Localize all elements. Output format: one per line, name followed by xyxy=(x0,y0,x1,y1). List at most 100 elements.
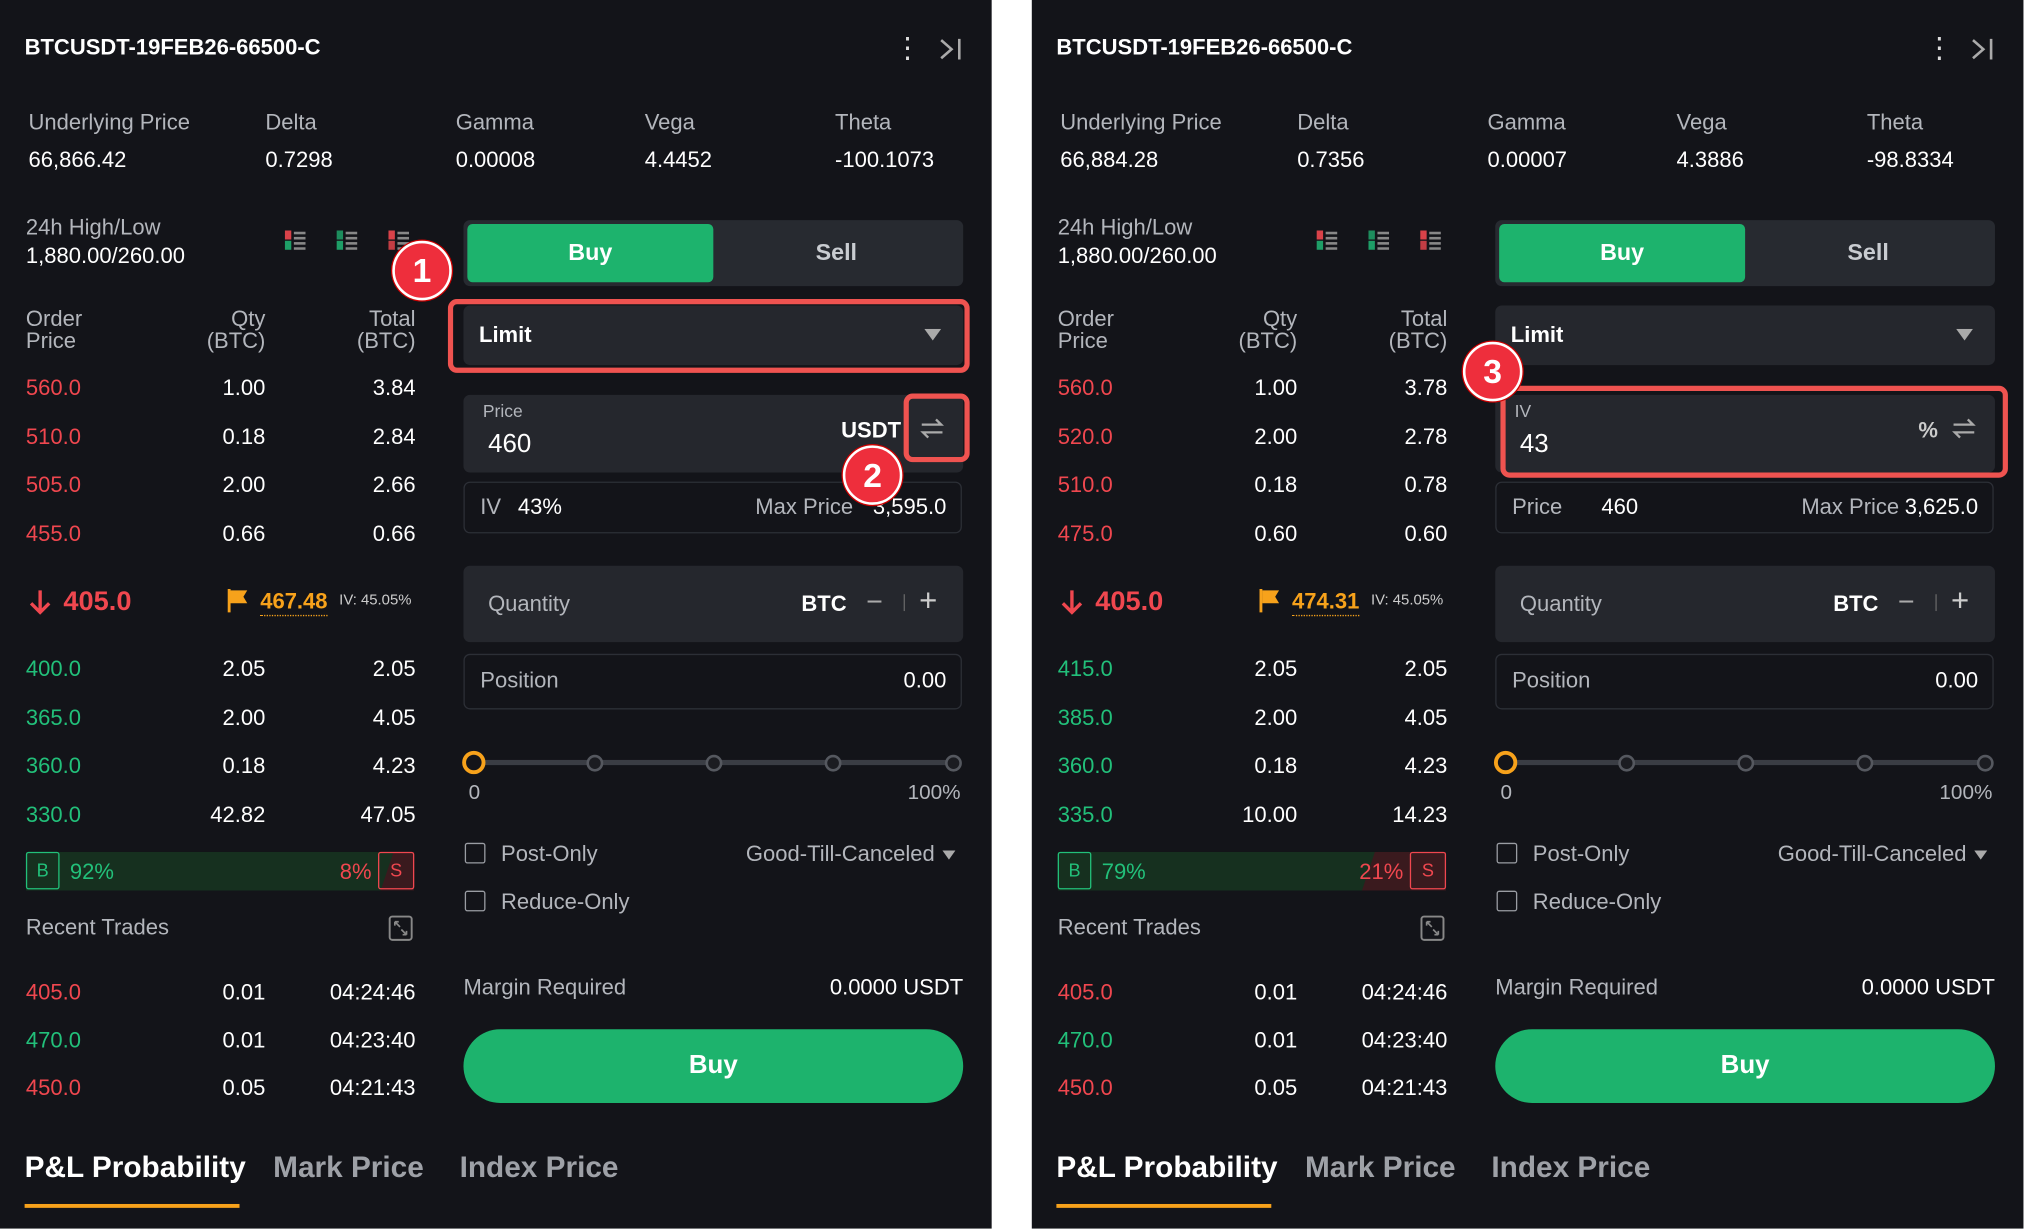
header-order-price: Order xyxy=(25,306,83,332)
tab-index-price[interactable]: Index Price xyxy=(459,1149,619,1184)
row-total: 0.66 xyxy=(372,521,416,546)
row-total: 0.78 xyxy=(1404,472,1448,498)
swap-arrows-icon[interactable] xyxy=(918,414,946,442)
row-qty: 0.60 xyxy=(1254,521,1298,546)
flag-icon xyxy=(1259,589,1280,613)
mark-price[interactable]: 474.31 xyxy=(1292,589,1360,617)
high-low-label: 24h High/Low xyxy=(1057,214,1193,240)
reduce-only-checkbox[interactable] xyxy=(1496,890,1518,912)
slider-stop[interactable] xyxy=(1856,754,1874,772)
orderbook-bids-icon[interactable] xyxy=(336,230,358,250)
stat-label: Gamma xyxy=(1487,110,1566,135)
slider-stop[interactable] xyxy=(1976,754,1994,772)
slider-min-label: 0 xyxy=(468,781,481,804)
slider-handle[interactable] xyxy=(462,750,486,775)
row-qty: 1.00 xyxy=(222,375,266,401)
trade-price: 450.0 xyxy=(25,1075,81,1101)
slider-max-label: 100% xyxy=(907,781,961,804)
position-value: 0.00 xyxy=(1935,668,1979,693)
orderbook-asks-icon[interactable] xyxy=(1420,230,1441,250)
expand-icon[interactable] xyxy=(1420,915,1445,941)
trade-qty: 0.01 xyxy=(1254,980,1298,1005)
header-qty: (BTC) xyxy=(1238,328,1298,354)
main-field-value[interactable]: 43 xyxy=(1519,429,1549,459)
row-price: 510.0 xyxy=(1057,472,1113,498)
row-qty: 0.66 xyxy=(222,521,266,546)
order-type-select[interactable] xyxy=(1495,305,1995,366)
max-price-label: Max Price xyxy=(755,494,854,520)
kebab-vertical-icon[interactable]: ⋮ xyxy=(1925,31,1954,64)
trade-qty: 0.01 xyxy=(1254,1027,1298,1053)
collapse-right-icon[interactable] xyxy=(1969,36,1995,62)
row-price: 360.0 xyxy=(25,753,81,779)
sub-info-row xyxy=(1495,481,1994,534)
row-total: 47.05 xyxy=(360,802,416,827)
order-type-value: Limit xyxy=(479,322,532,347)
quantity-increment-button[interactable]: + xyxy=(919,583,938,619)
orderbook-both-icon[interactable] xyxy=(284,230,306,250)
row-qty: 0.18 xyxy=(222,753,266,779)
header-order-price: Price xyxy=(1057,328,1108,354)
tab-index-price[interactable]: Index Price xyxy=(1491,1149,1651,1184)
row-total: 4.23 xyxy=(1404,753,1448,779)
high-low-label: 24h High/Low xyxy=(25,214,161,240)
header-qty: Qty xyxy=(1262,306,1298,332)
mark-price[interactable]: 467.48 xyxy=(260,589,328,617)
recent-trades-label: Recent Trades xyxy=(1057,915,1201,940)
quantity-decrement-button[interactable]: − xyxy=(1897,585,1915,618)
row-total: 14.23 xyxy=(1392,802,1448,827)
quantity-input[interactable] xyxy=(1495,565,1995,643)
row-total: 2.78 xyxy=(1404,423,1448,449)
slider-handle[interactable] xyxy=(1493,750,1518,775)
orderbook-both-icon[interactable] xyxy=(1316,230,1338,250)
main-field-unit: % xyxy=(1918,418,1939,443)
sell-percent: 8% xyxy=(339,859,372,885)
submit-buy-button[interactable]: Buy xyxy=(1495,1029,1995,1103)
kebab-vertical-icon[interactable]: ⋮ xyxy=(893,31,922,64)
order-type-select[interactable] xyxy=(463,305,964,366)
row-qty: 0.18 xyxy=(222,423,266,449)
iv-input[interactable] xyxy=(1495,394,1995,473)
tab-pl-probability[interactable]: P&L Probability xyxy=(1056,1149,1278,1184)
quantity-unit: BTC xyxy=(1833,591,1879,617)
tab-pl-probability[interactable]: P&L Probability xyxy=(24,1149,246,1184)
margin-value: 0.0000 USDT xyxy=(829,974,964,1000)
row-qty: 1.00 xyxy=(1254,375,1298,401)
post-only-checkbox[interactable] xyxy=(464,842,486,864)
buy-side-tab[interactable]: Buy xyxy=(1499,223,1746,283)
slider-stop[interactable] xyxy=(1618,754,1636,772)
collapse-right-icon[interactable] xyxy=(937,36,963,62)
submit-buy-button[interactable]: Buy xyxy=(463,1029,964,1103)
time-in-force-value: Good-Till-Canceled xyxy=(1777,841,1967,867)
slider-max-label: 100% xyxy=(1939,781,1993,804)
row-qty: 2.00 xyxy=(222,472,266,498)
expand-icon[interactable] xyxy=(388,915,413,941)
slider-stop[interactable] xyxy=(945,754,962,772)
stat-label: Gamma xyxy=(455,110,534,135)
slider-stop[interactable] xyxy=(586,754,604,772)
main-field-value[interactable]: 460 xyxy=(488,429,532,459)
swap-arrows-icon[interactable] xyxy=(1950,414,1978,442)
slider-stop[interactable] xyxy=(705,754,723,772)
stat-value: 0.00007 xyxy=(1487,147,1568,173)
quantity-input[interactable] xyxy=(463,565,964,643)
tab-mark-price[interactable]: Mark Price xyxy=(1304,1149,1456,1184)
header-total: (BTC) xyxy=(1388,328,1448,354)
reduce-only-checkbox[interactable] xyxy=(464,890,486,912)
tab-mark-price[interactable]: Mark Price xyxy=(273,1149,424,1184)
row-price: 505.0 xyxy=(25,472,81,498)
annotation-marker: 3 xyxy=(1462,341,1523,402)
slider-stop[interactable] xyxy=(1737,754,1755,772)
stat-label: Underlying Price xyxy=(28,110,190,135)
slider-stop[interactable] xyxy=(824,754,842,772)
quantity-increment-button[interactable]: + xyxy=(1950,583,1970,619)
row-price: 400.0 xyxy=(25,656,81,681)
buy-side-tab[interactable]: Buy xyxy=(467,223,714,283)
post-only-checkbox[interactable] xyxy=(1496,842,1518,864)
max-price-value: 3,625.0 xyxy=(1904,494,1979,520)
sell-side-tab[interactable]: Sell xyxy=(815,239,858,266)
orderbook-bids-icon[interactable] xyxy=(1368,230,1390,250)
sell-side-tab[interactable]: Sell xyxy=(1847,239,1889,266)
quantity-decrement-button[interactable]: − xyxy=(866,585,883,618)
